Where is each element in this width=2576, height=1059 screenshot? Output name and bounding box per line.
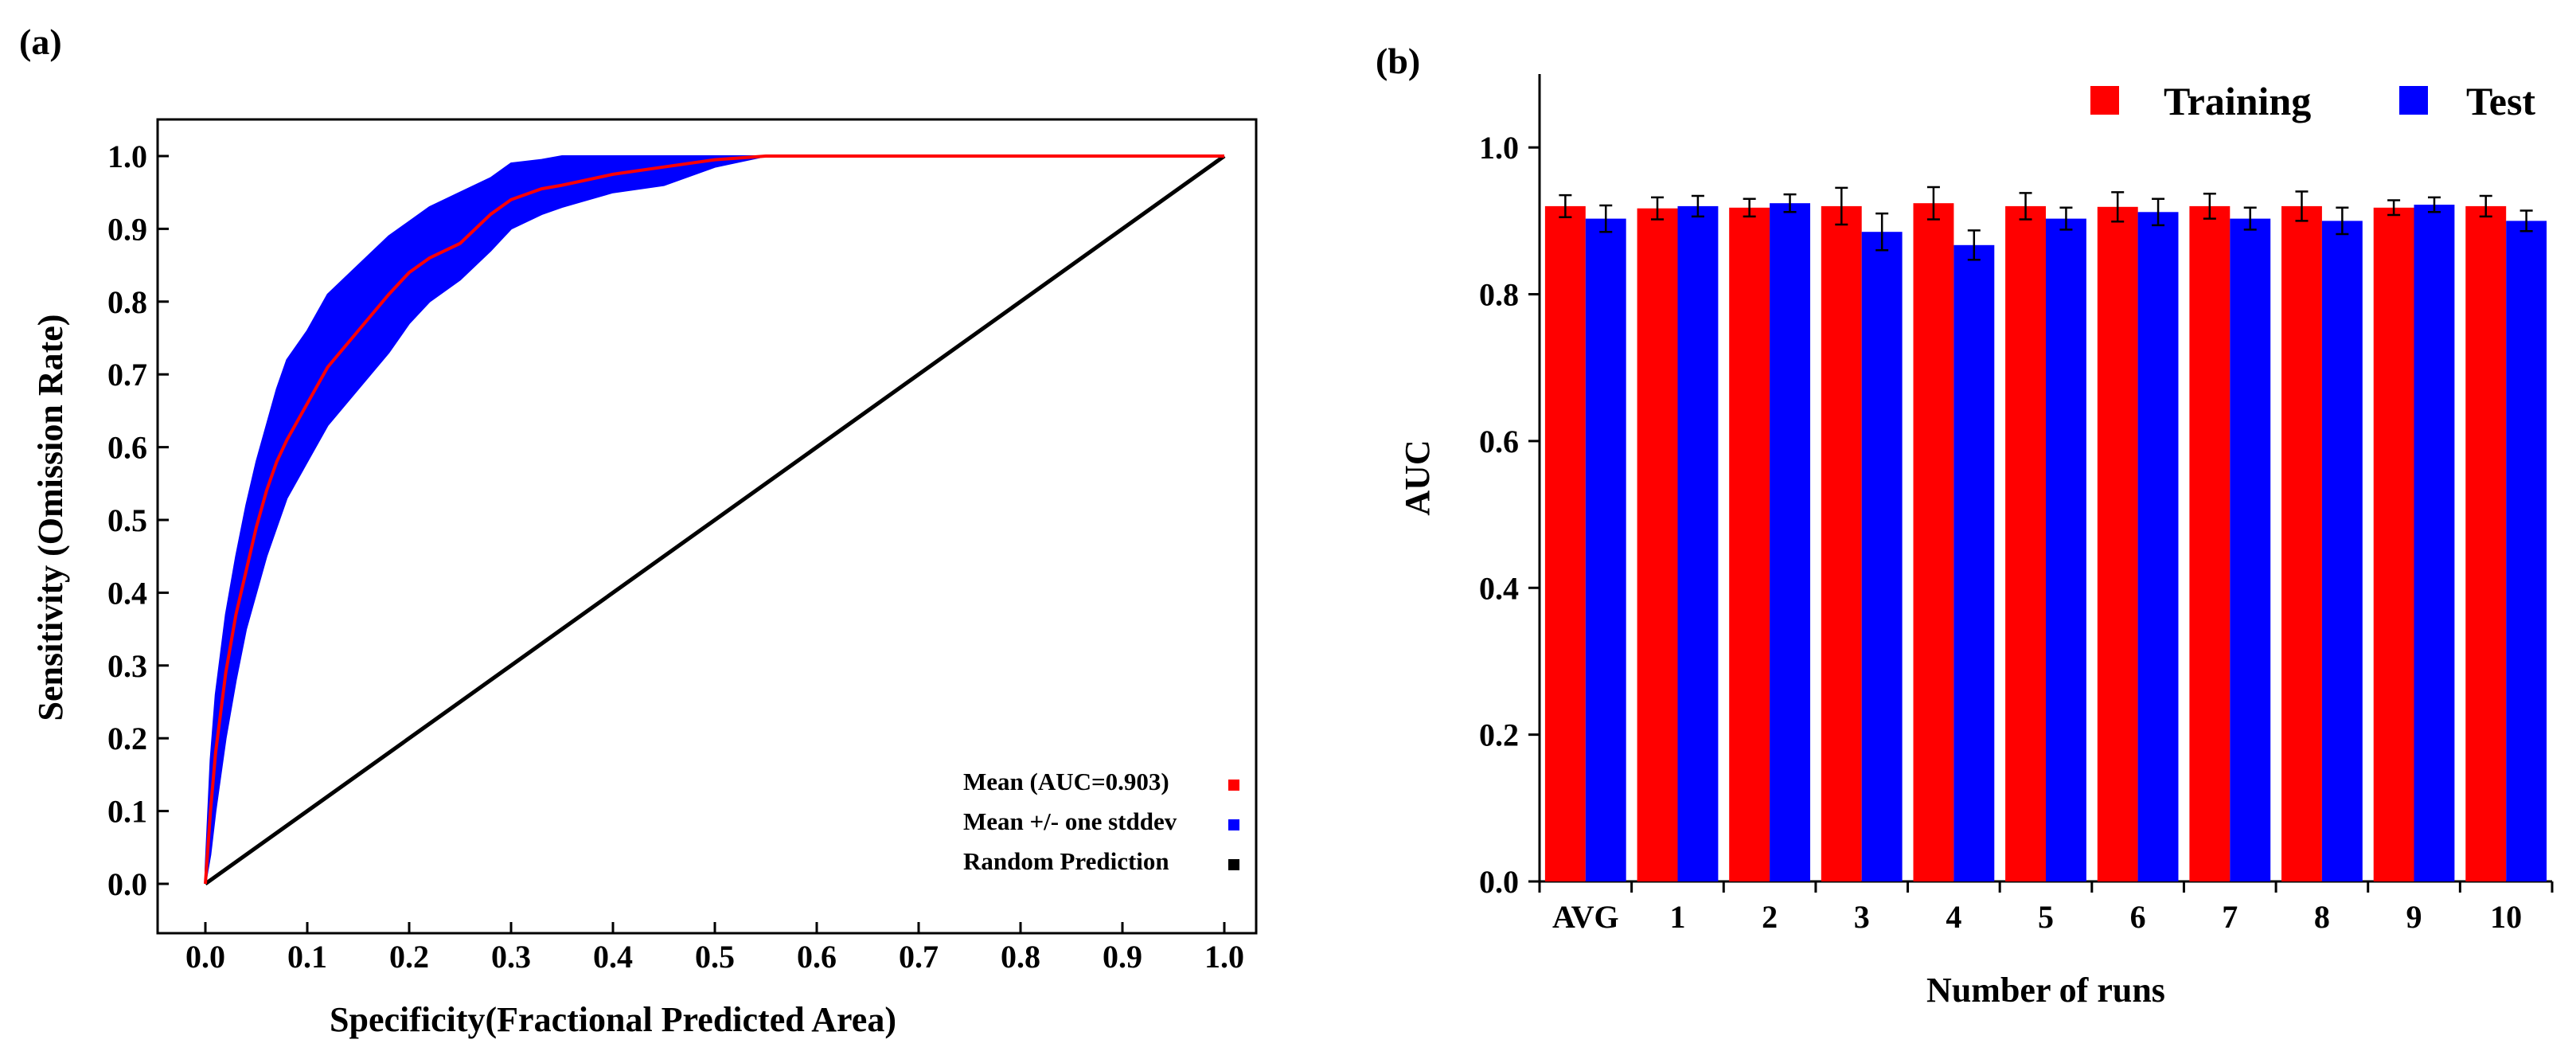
test-bar [1770,203,1810,881]
auc-panel: (b) AVG 1 2 3 4 5 6 7 8 9 10 0.0 0.2 0.4 0.6 0.8 1.0 Num… [1376,41,2554,1010]
auc-x-tick-label: 3 [1854,899,1870,935]
roc-x-tick-label: 0.8 [1001,939,1040,975]
training-bar [2281,205,2322,881]
roc-y-tick-label: 0.7 [107,357,147,393]
auc-x-tick-label: 10 [2490,899,2522,935]
training-bar [2189,205,2231,881]
test-bar [1677,205,1719,881]
training-bar [1729,207,1770,881]
roc-y-tick-label: 0.4 [107,575,147,611]
roc-ticks-layer: 0.0 0.1 0.2 0.3 0.4 0.5 0.6 0.7 0.8 0.9 1.0 0.0 0.1 0… [107,139,1244,975]
auc-y-tick-label: 0.8 [1479,277,1519,313]
training-bar [2097,206,2138,881]
legend-training-swatch [2090,86,2119,115]
roc-y-axis-title: Sensitivity (Omission Rate) [31,315,70,721]
test-bar [2046,218,2086,882]
test-bar [1585,218,1626,882]
auc-x-tick-label: 4 [1946,899,1961,935]
roc-x-tick-label: 0.0 [185,939,225,975]
legend-training-label: Training [2164,79,2311,123]
training-bar [1821,205,1862,881]
test-bar [2506,221,2547,881]
roc-x-tick-label: 0.7 [899,939,939,975]
auc-x-tick-label: 2 [1762,899,1778,935]
auc-y-tick-label: 0.6 [1479,424,1519,459]
training-bar [1637,208,1678,881]
mean-roc-line [204,154,1224,885]
auc-x-tick-label: 5 [2038,899,2054,935]
legend-test-swatch [2399,86,2428,115]
auc-y-tick-label: 0.4 [1479,570,1519,606]
auc-y-tick-label: 1.0 [1479,130,1519,166]
test-bar [1953,244,1995,881]
roc-x-tick-label: 0.2 [389,939,429,975]
roc-y-tick-label: 0.5 [107,502,147,538]
auc-y-tick-label: 0.0 [1479,864,1519,900]
roc-x-tick-label: 0.5 [695,939,735,975]
auc-x-tick-label: AVG [1552,899,1619,935]
roc-x-axis-title: Specificity(Fractional Predicted Area) [330,1000,896,1039]
legend-random-swatch [1228,859,1239,870]
roc-x-tick-label: 1.0 [1204,939,1244,975]
roc-lines-layer [204,154,1226,886]
auc-x-tick-label: 9 [2406,899,2422,935]
roc-legend: Mean (AUC=0.903) Mean +/- one stddev Ran… [963,768,1239,875]
auc-y-axis-title: AUC [1398,440,1437,515]
auc-x-tick-label: 7 [2222,899,2238,935]
training-bar [2005,205,2046,881]
legend-stddev-swatch [1228,819,1239,830]
auc-x-tick-label: 1 [1669,899,1685,935]
roc-x-tick-label: 0.1 [287,939,327,975]
roc-y-tick-label: 1.0 [107,139,147,174]
roc-y-tick-label: 0.6 [107,430,147,466]
roc-x-tick-label: 0.3 [491,939,531,975]
legend-test-label: Test [2466,79,2535,123]
roc-panel: (a) 0.0 0.1 0.2 0.3 0.4 0.5 0.6 0.7 0.8 0.9 1.00.0… [19,21,1258,1039]
roc-y-tick-label: 0.9 [107,211,147,247]
roc-y-tick-label: 0.8 [107,284,147,320]
roc-x-tick-label: 0.9 [1103,939,1142,975]
auc-y-tick-label: 0.2 [1479,717,1519,753]
panel-b-label: (b) [1376,41,1420,81]
auc-x-tick-label: 8 [2314,899,2330,935]
legend-mean-label: Mean (AUC=0.903) [963,768,1169,795]
test-bar [2230,218,2271,882]
test-bar [2321,221,2363,881]
test-bar [2137,212,2179,881]
auc-legend: Training Test [2090,79,2535,123]
roc-y-tick-label: 0.1 [107,794,147,830]
test-bar [1861,232,1903,881]
legend-stddev-label: Mean +/- one stddev [963,807,1177,835]
training-bar [1913,203,1954,881]
auc-x-tick-label: 6 [2130,899,2146,935]
roc-x-tick-label: 0.6 [797,939,837,975]
panel-a-label: (a) [19,21,62,62]
legend-random-label: Random Prediction [963,847,1169,875]
training-bar [2465,205,2507,881]
random-prediction-line [204,154,1226,886]
training-bar [2373,207,2414,881]
roc-x-tick-label: 0.4 [593,939,633,975]
auc-bars-layer [1544,186,2547,882]
legend-mean-swatch [1228,780,1239,791]
auc-x-axis-title: Number of runs [1926,971,2165,1010]
roc-y-tick-label: 0.2 [107,721,147,756]
auc-ticks-layer: AVG 1 2 3 4 5 6 7 8 9 10 0.0 0.2 0.4 0.6 0.8 1.0 [1479,130,2554,935]
roc-y-tick-label: 0.0 [107,866,147,902]
roc-plot-frame [156,118,1258,935]
test-bar [2414,205,2455,882]
training-bar [1544,205,1586,881]
roc-y-tick-label: 0.3 [107,648,147,684]
